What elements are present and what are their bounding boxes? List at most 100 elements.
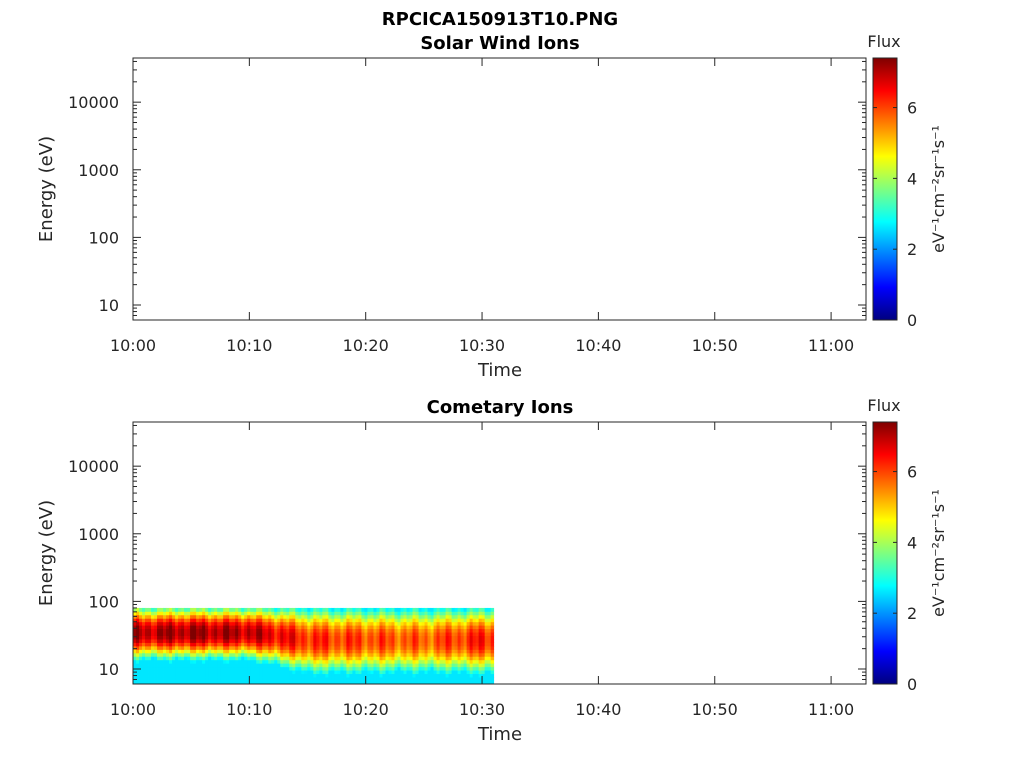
heatmap-cell bbox=[355, 680, 359, 685]
heatmap-cell bbox=[229, 642, 233, 647]
heatmap-cell bbox=[388, 666, 392, 671]
heatmap-cell bbox=[337, 635, 341, 640]
heatmap-cell bbox=[223, 618, 227, 623]
heatmap-cell bbox=[244, 673, 248, 678]
heatmap-cell bbox=[208, 632, 212, 636]
heatmap-cell bbox=[217, 663, 221, 668]
heatmap-cell bbox=[160, 645, 164, 650]
heatmap-cell bbox=[283, 645, 287, 650]
heatmap-cell bbox=[256, 614, 260, 619]
heatmap-cell bbox=[430, 611, 434, 616]
heatmap-cell bbox=[379, 673, 383, 678]
heatmap-cell bbox=[151, 680, 155, 685]
heatmap-cell bbox=[244, 628, 248, 633]
heatmap-cell bbox=[196, 666, 200, 671]
heatmap-cell bbox=[403, 628, 407, 633]
heatmap-cell bbox=[352, 618, 356, 623]
heatmap-cell bbox=[184, 649, 188, 654]
heatmap-cell bbox=[292, 611, 296, 616]
heatmap-cell bbox=[268, 607, 272, 612]
heatmap-cell bbox=[289, 632, 293, 636]
heatmap-cell bbox=[346, 618, 350, 623]
heatmap-cell bbox=[454, 666, 459, 671]
heatmap-cell bbox=[376, 645, 380, 650]
heatmap-cell bbox=[178, 642, 182, 647]
heatmap-cell bbox=[223, 614, 227, 619]
heatmap-cell bbox=[193, 642, 197, 647]
heatmap-cell bbox=[442, 656, 446, 661]
heatmap-cell bbox=[187, 614, 191, 619]
heatmap-cell bbox=[490, 649, 495, 654]
heatmap-cell bbox=[469, 635, 474, 640]
heatmap-cell bbox=[166, 659, 170, 664]
heatmap-cell bbox=[430, 614, 434, 619]
heatmap-cell bbox=[316, 645, 320, 650]
colorbar-tick-label: 0 bbox=[907, 311, 917, 330]
heatmap-cell bbox=[166, 635, 170, 640]
heatmap-cell bbox=[352, 628, 356, 633]
heatmap-cell bbox=[241, 649, 245, 654]
heatmap-cell bbox=[304, 645, 308, 650]
heatmap-cell bbox=[277, 635, 281, 640]
heatmap-cell bbox=[172, 607, 176, 612]
heatmap-cell bbox=[448, 628, 453, 633]
heatmap-cell bbox=[259, 666, 263, 671]
heatmap-cell bbox=[280, 656, 284, 661]
heatmap-cell bbox=[370, 666, 374, 671]
colorbar-tick-label: 0 bbox=[907, 675, 917, 694]
heatmap-cell bbox=[166, 628, 170, 633]
heatmap-cell bbox=[331, 618, 335, 623]
heatmap-cell bbox=[160, 652, 164, 657]
heatmap-cell bbox=[316, 628, 320, 633]
heatmap-cell bbox=[391, 628, 395, 633]
heatmap-cell bbox=[382, 645, 386, 650]
heatmap-cell bbox=[277, 673, 281, 678]
heatmap-cell bbox=[361, 677, 365, 681]
heatmap-cell bbox=[283, 659, 287, 664]
heatmap-cell bbox=[181, 632, 185, 636]
heatmap-cell bbox=[451, 663, 456, 668]
heatmap-cell bbox=[223, 611, 227, 616]
heatmap-cell bbox=[238, 652, 242, 657]
heatmap-cell bbox=[160, 659, 164, 664]
heatmap-cell bbox=[184, 621, 188, 626]
colorbar-gradient bbox=[872, 421, 898, 685]
heatmap-cell bbox=[286, 656, 290, 661]
heatmap-cell bbox=[445, 663, 449, 668]
heatmap-cell bbox=[256, 621, 260, 626]
heatmap-cell bbox=[283, 666, 287, 671]
heatmap-cell bbox=[235, 614, 239, 619]
heatmap-cell bbox=[217, 673, 221, 678]
heatmap-cell bbox=[322, 677, 326, 681]
heatmap-cell bbox=[160, 642, 164, 647]
heatmap-cell bbox=[376, 652, 380, 657]
heatmap-cell bbox=[352, 645, 356, 650]
heatmap-cell bbox=[472, 628, 477, 633]
heatmap-cell bbox=[271, 673, 275, 678]
heatmap-cell bbox=[421, 656, 425, 661]
heatmap-cell bbox=[286, 673, 290, 678]
heatmap-cell bbox=[136, 611, 140, 616]
heatmap-cell bbox=[448, 621, 453, 626]
heatmap-cell bbox=[280, 659, 284, 664]
heatmap-cell bbox=[313, 649, 317, 654]
heatmap-cell bbox=[325, 656, 329, 661]
heatmap-cell bbox=[373, 632, 377, 636]
heatmap-cell bbox=[394, 607, 398, 612]
x-tick-label: 10:00 bbox=[110, 700, 156, 719]
x-axis-label: Time bbox=[477, 724, 522, 745]
heatmap-cell bbox=[331, 670, 335, 675]
heatmap-cell bbox=[451, 635, 456, 640]
heatmap-cell bbox=[211, 635, 215, 640]
heatmap-cell bbox=[394, 652, 398, 657]
heatmap-cell bbox=[172, 659, 176, 664]
heatmap-cell bbox=[154, 645, 158, 650]
heatmap-cell bbox=[442, 632, 446, 636]
heatmap-cell bbox=[382, 635, 386, 640]
heatmap-cell bbox=[307, 680, 311, 685]
heatmap-cell bbox=[412, 652, 416, 657]
heatmap-cell bbox=[439, 680, 443, 685]
heatmap-cell bbox=[226, 635, 230, 640]
heatmap-cell bbox=[478, 680, 483, 685]
heatmap-cell bbox=[232, 614, 236, 619]
